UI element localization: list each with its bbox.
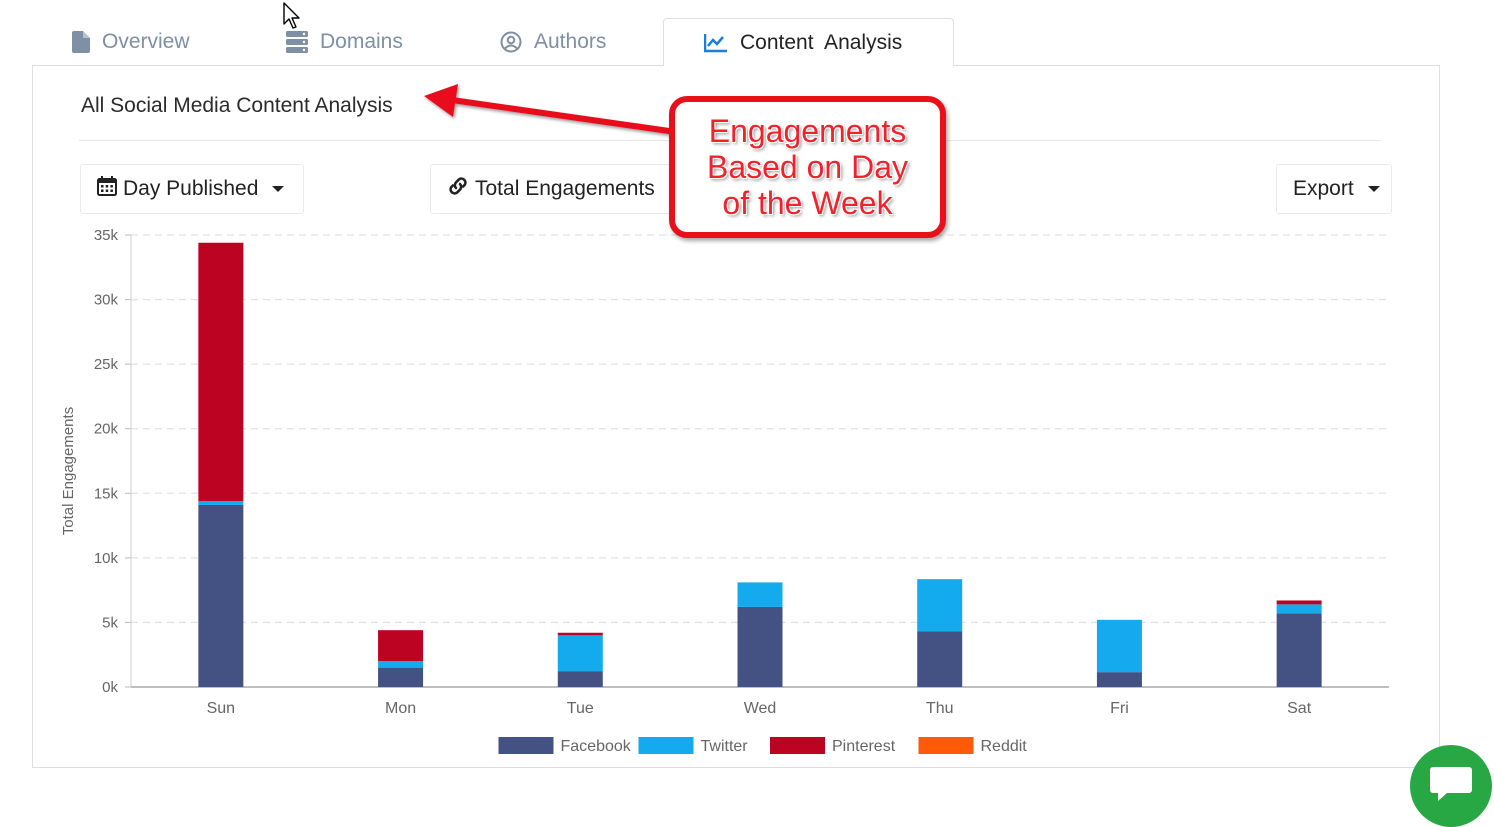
caret-down-icon [1367,186,1380,192]
x-tick-label: Sat [1287,700,1312,717]
group-by-dropdown[interactable]: Day Published [80,164,304,214]
annotation-line: of the Week [722,185,893,221]
bar-facebook [1276,613,1322,687]
bar-twitter [1096,619,1142,673]
tab-content-analysis[interactable]: Content Analysis [663,18,954,66]
annotation-line: Based on Day [706,149,908,185]
tab-label: Content Analysis [740,30,903,54]
bar-twitter [737,582,783,607]
y-tick-label: 10k [94,550,119,567]
legend-label: Twitter [701,738,749,755]
legend-swatch [638,737,694,754]
tab-domains[interactable]: Domains [286,18,446,66]
y-tick-label: 20k [94,421,119,438]
annotation-callout: Engagements Based on Day of the Week [669,96,946,238]
y-tick-label: 5k [102,614,118,631]
calendar-icon [97,176,117,202]
y-tick-label: 35k [94,227,119,244]
line-chart-icon [704,33,728,53]
bar-facebook [737,606,783,687]
x-tick-label: Mon [385,700,416,717]
export-label: Export [1293,177,1354,200]
bar-pinterest [1276,600,1322,605]
bar-facebook [1096,672,1142,687]
link-icon [447,175,469,203]
server-icon [286,31,308,53]
mouse-cursor-icon [283,2,300,29]
chat-button[interactable] [1410,745,1492,827]
y-tick-label: 0k [102,679,118,696]
annotation-line: Engagements [708,113,907,149]
user-circle-icon [500,31,522,53]
y-tick-label: 30k [94,292,119,309]
bar-pinterest [378,630,424,662]
tab-overview[interactable]: Overview [72,18,222,66]
legend-label: Reddit [981,738,1028,755]
legend-label: Facebook [561,738,632,755]
tab-label: Domains [320,30,403,53]
x-tick-label: Sun [207,700,235,717]
x-tick-label: Fri [1110,700,1129,717]
bar-twitter [198,501,244,505]
chat-icon [1429,765,1473,808]
metric-dropdown[interactable]: Total Engagements [430,164,702,214]
bar-facebook [198,504,244,687]
legend-swatch [918,737,974,754]
bar-twitter [378,661,424,668]
bar-facebook [557,671,603,687]
legend-swatch [498,737,554,754]
bar-facebook [917,631,963,687]
bar-twitter [1276,604,1322,614]
metric-label: Total Engagements [475,177,655,200]
x-tick-label: Wed [744,700,777,717]
group-by-label: Day Published [123,177,259,200]
panel-title: All Social Media Content Analysis [81,94,393,117]
legend-swatch [770,737,825,754]
bar-twitter [917,579,963,632]
tab-label: Overview [102,30,190,53]
y-axis-label: Total Engagements [60,407,77,535]
legend-label: Pinterest [832,738,896,755]
bar-twitter [557,635,603,672]
tab-label: Authors [534,30,607,53]
export-dropdown[interactable]: Export [1276,164,1392,214]
bar-facebook [378,667,424,687]
y-tick-label: 15k [94,485,119,502]
bar-pinterest [557,632,603,636]
x-tick-label: Thu [926,700,954,717]
file-icon [72,31,90,53]
y-tick-label: 25k [94,356,119,373]
bar-pinterest [198,242,244,502]
caret-down-icon [272,186,285,192]
x-tick-label: Tue [567,700,594,717]
tab-authors[interactable]: Authors [500,18,650,66]
